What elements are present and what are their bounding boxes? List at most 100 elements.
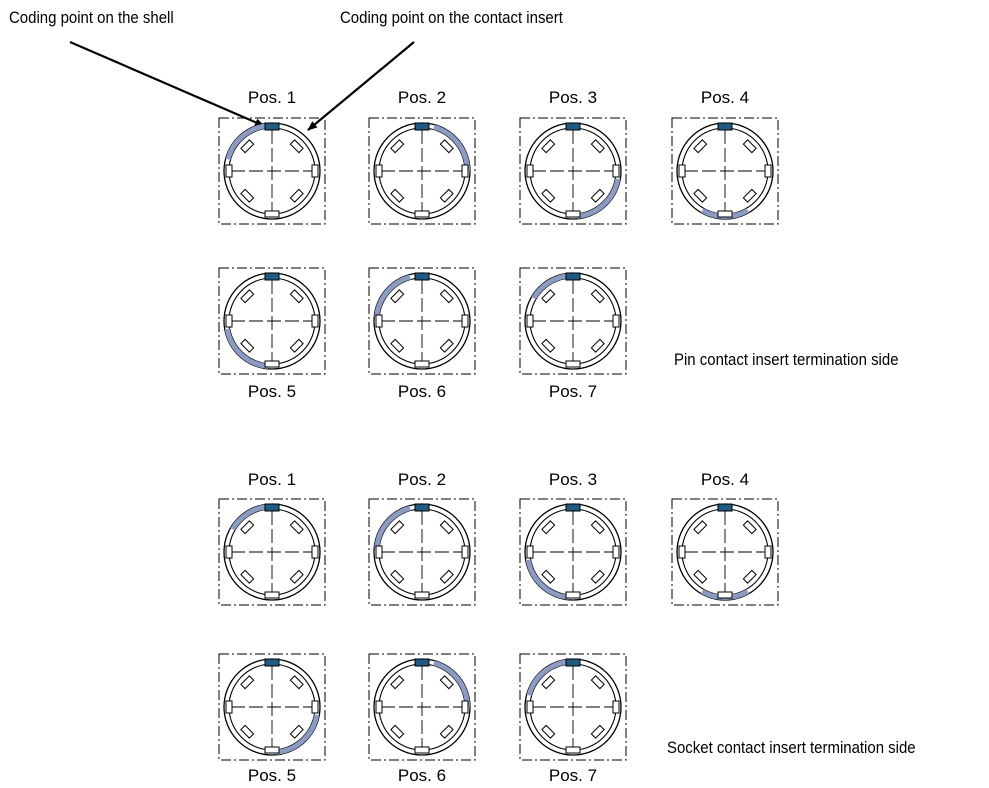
- diagonal-slot: [390, 338, 405, 353]
- coding-position-1: [218, 498, 326, 606]
- frame: [519, 653, 627, 761]
- key-slot-bottom: [717, 591, 733, 599]
- insert-coding-arc: [531, 273, 570, 300]
- diagonal-slot: [742, 139, 757, 154]
- diagonal-slot: [289, 338, 304, 353]
- shell-coding-point: [264, 503, 280, 512]
- diagonal-slot: [693, 520, 708, 535]
- diagonal-slot: [240, 188, 255, 203]
- frame: [368, 267, 476, 375]
- pos-label: Pos. 7: [548, 382, 598, 401]
- diagonal-slot: [439, 675, 454, 690]
- frame: [671, 498, 779, 606]
- key-slot-left: [526, 700, 534, 714]
- insert-coding-arc: [374, 505, 411, 549]
- coding-position-4: [671, 117, 779, 225]
- key-slot-left: [375, 164, 383, 178]
- frame: [671, 117, 779, 225]
- diagonal-slot: [742, 520, 757, 535]
- key-slot-right: [461, 700, 469, 714]
- insert-coding-arc: [374, 274, 411, 318]
- frame: [218, 117, 326, 225]
- key-slot-left: [526, 545, 534, 559]
- key-slot-left: [678, 164, 686, 178]
- key-slot-bottom: [565, 591, 581, 599]
- pos-label: Pos. 7: [548, 766, 598, 785]
- key-slot-bottom: [565, 210, 581, 218]
- frame: [218, 498, 326, 606]
- key-slot-right: [311, 164, 319, 178]
- diagonal-slot: [590, 569, 605, 584]
- diagonal-slot: [289, 675, 304, 690]
- insert-coding-arc: [525, 559, 570, 600]
- key-slot-bottom: [264, 210, 280, 218]
- diagonal-slot: [693, 139, 708, 154]
- insert-coding-arc: [230, 504, 269, 531]
- diagonal-slot: [541, 338, 556, 353]
- diagonal-slot: [590, 188, 605, 203]
- shell-coding-point: [414, 122, 430, 131]
- insert-coding-arc: [275, 714, 320, 755]
- diagonal-slot: [390, 139, 405, 154]
- diagonal-slot: [289, 724, 304, 739]
- coding-position-6: [368, 267, 476, 375]
- diagonal-slot: [439, 188, 454, 203]
- diagonal-slot: [541, 520, 556, 535]
- diagonal-slot: [439, 289, 454, 304]
- diagonal-slot: [693, 188, 708, 203]
- diagonal-slot: [541, 569, 556, 584]
- key-slot-right: [311, 545, 319, 559]
- key-slot-left: [225, 164, 233, 178]
- shell-coding-point: [264, 122, 280, 131]
- key-slot-left: [375, 700, 383, 714]
- diagonal-slot: [390, 724, 405, 739]
- diagonal-slot: [590, 289, 605, 304]
- key-slot-left: [225, 700, 233, 714]
- shell-coding-annotation: Coding point on the shell: [9, 8, 174, 27]
- shell-coding-point: [414, 503, 430, 512]
- coding-position-7: [519, 653, 627, 761]
- diagonal-slot: [289, 289, 304, 304]
- diagonal-slot: [289, 569, 304, 584]
- diagonal-slot: [742, 569, 757, 584]
- diagonal-slot: [590, 338, 605, 353]
- coding-position-5: [218, 653, 326, 761]
- key-slot-right: [764, 164, 772, 178]
- diagonal-slot: [439, 569, 454, 584]
- key-slot-bottom: [414, 591, 430, 599]
- coding-position-2: [368, 117, 476, 225]
- coding-position-3: [519, 117, 627, 225]
- frame: [218, 267, 326, 375]
- key-slot-right: [461, 545, 469, 559]
- diagonal-slot: [439, 724, 454, 739]
- pos-label: Pos. 6: [397, 382, 447, 401]
- key-slot-bottom: [264, 746, 280, 754]
- shell-coding-point: [717, 503, 733, 512]
- frame: [368, 117, 476, 225]
- key-slot-right: [612, 164, 620, 178]
- diagonal-slot: [240, 289, 255, 304]
- frame: [519, 267, 627, 375]
- key-slot-bottom: [414, 746, 430, 754]
- coding-position-5: [218, 267, 326, 375]
- diagonal-slot: [693, 569, 708, 584]
- key-slot-right: [612, 545, 620, 559]
- key-slot-left: [375, 314, 383, 328]
- pos-label: Pos. 1: [247, 88, 297, 107]
- shell-coding-point: [565, 503, 581, 512]
- key-slot-left: [526, 164, 534, 178]
- key-slot-bottom: [414, 210, 430, 218]
- diagonal-slot: [390, 569, 405, 584]
- diagonal-slot: [240, 139, 255, 154]
- key-slot-left: [678, 545, 686, 559]
- socket-side-label: Socket contact insert termination side: [667, 738, 916, 757]
- pos-label: Pos. 3: [548, 88, 598, 107]
- coding-position-6: [368, 653, 476, 761]
- key-slot-bottom: [414, 360, 430, 368]
- diagonal-slot: [742, 188, 757, 203]
- diagonal-slot: [439, 338, 454, 353]
- coding-position-7: [519, 267, 627, 375]
- shell-coding-point: [414, 272, 430, 281]
- shell-coding-point: [565, 658, 581, 667]
